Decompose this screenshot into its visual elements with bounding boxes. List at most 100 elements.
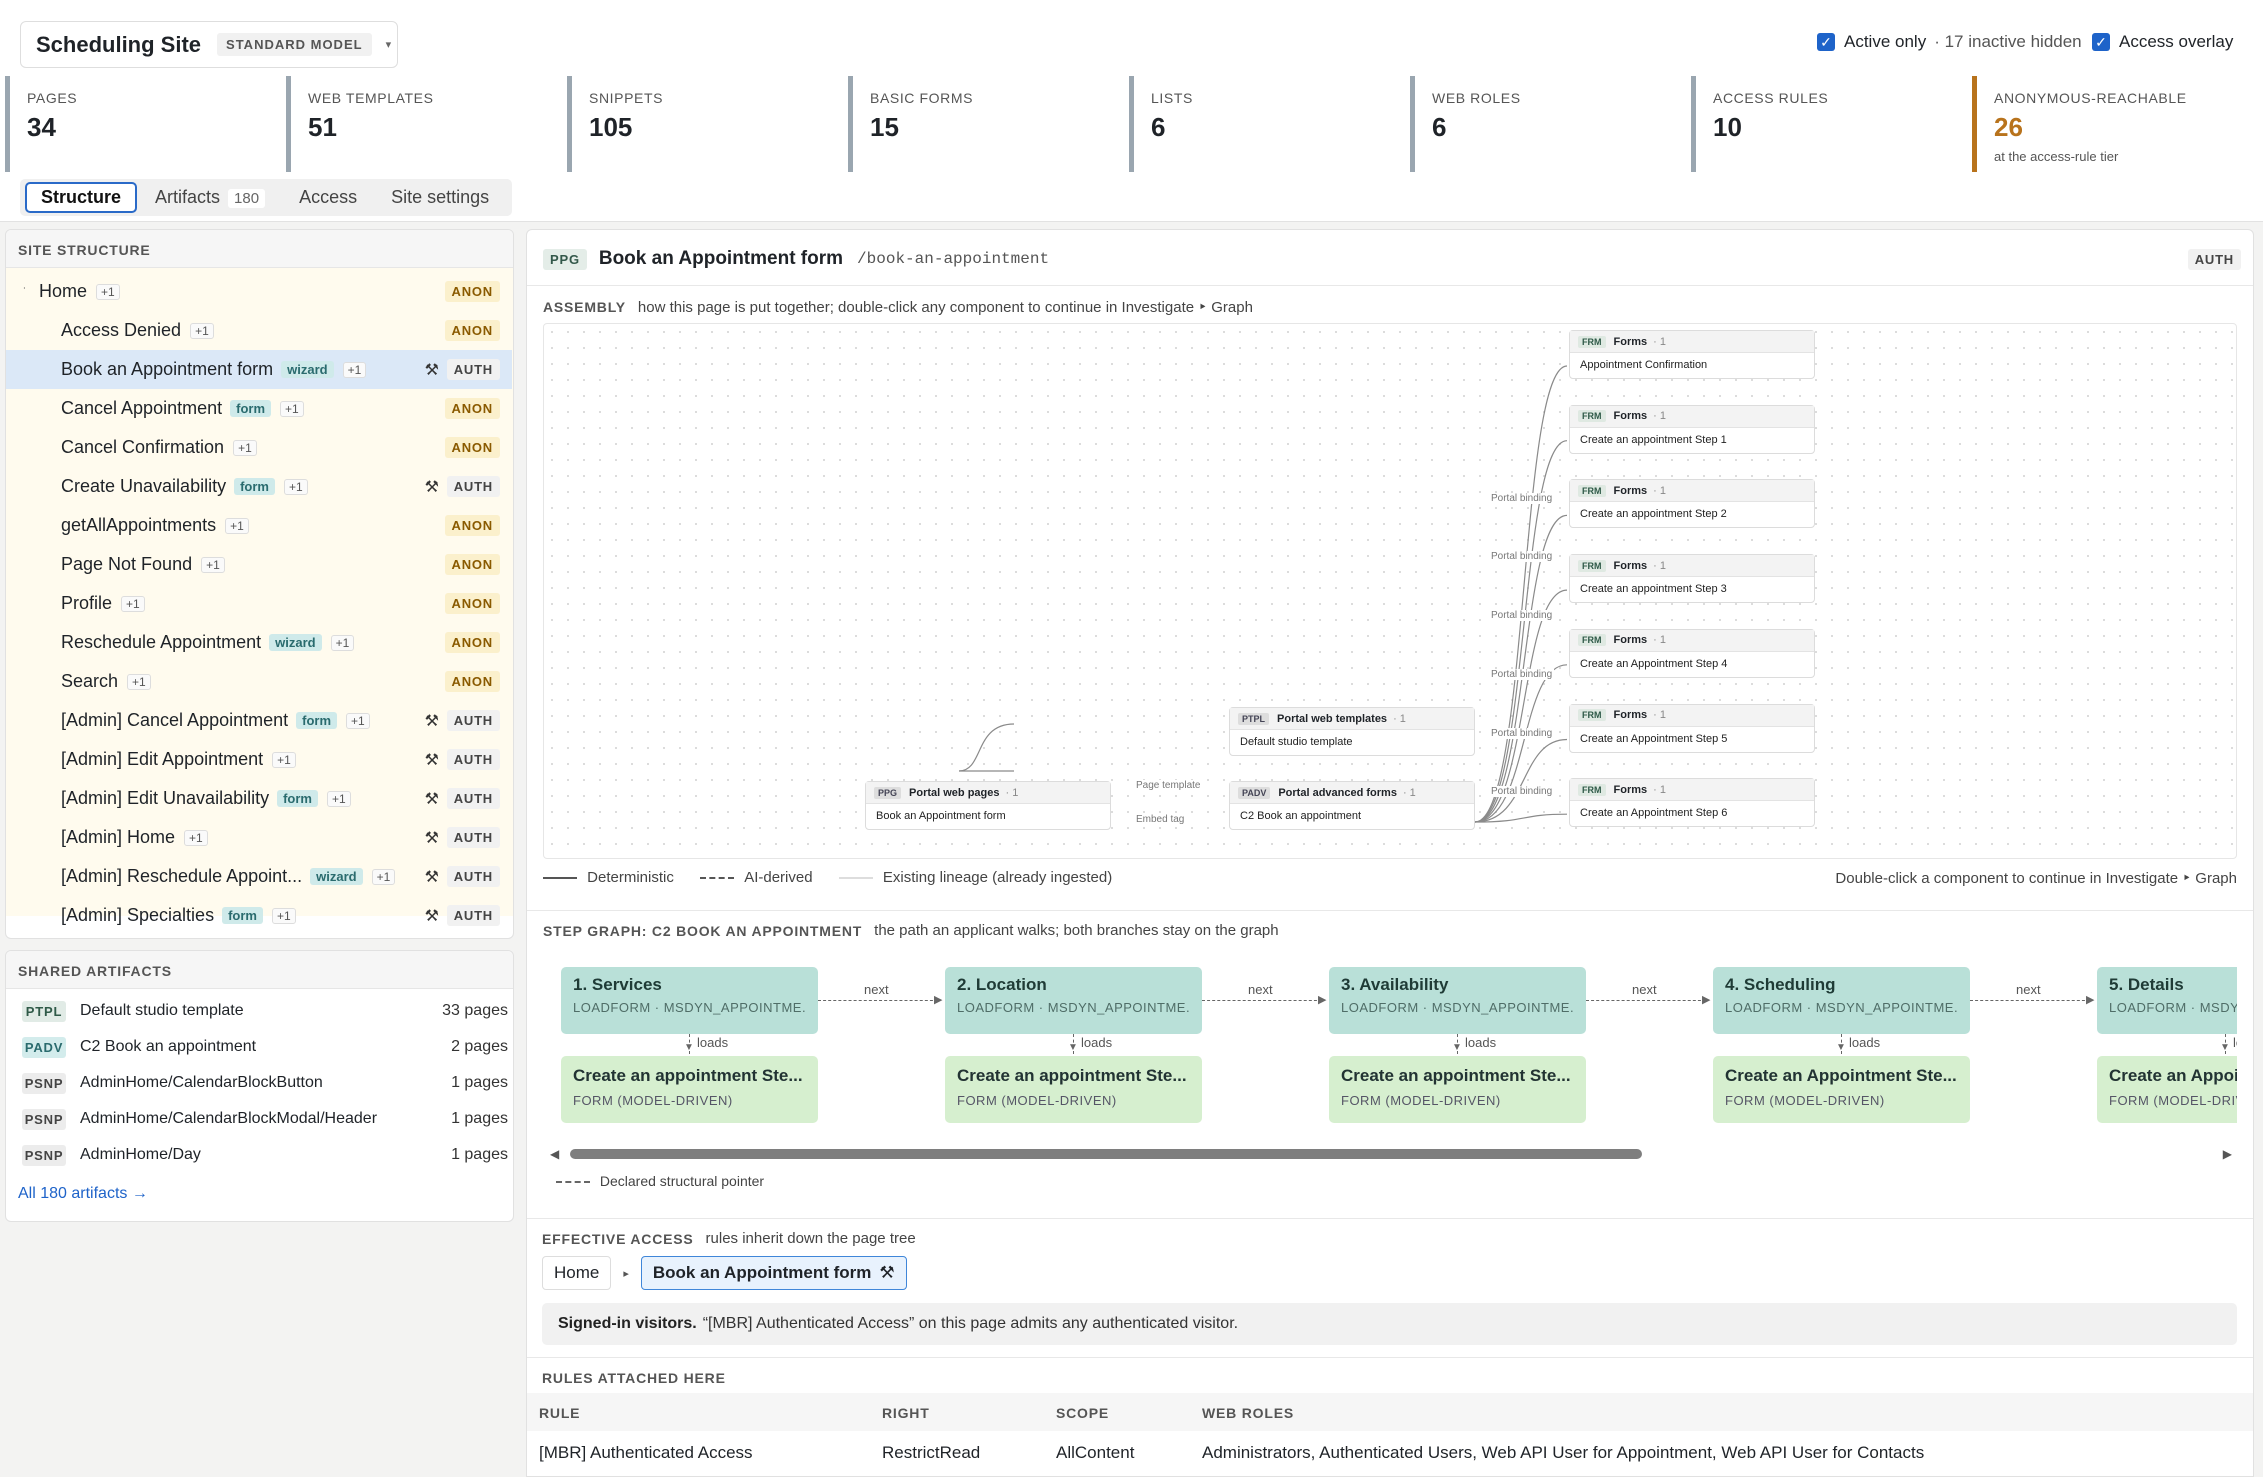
edge-label-portal-binding: Portal binding bbox=[1489, 668, 1555, 680]
graph-node-form[interactable]: FRM Forms · 1 Create an appointment Step 1 bbox=[1569, 404, 1815, 454]
assembly-graph-canvas[interactable]: PPG Portal web pages · 1 Book an Appointme… bbox=[543, 323, 2237, 859]
shared-artifacts-panel: SHARED ARTIFACTS PTPL Default studio temp… bbox=[5, 950, 514, 1222]
breadcrumb-current-page[interactable]: Book an Appointment form ⚒ bbox=[640, 1256, 907, 1290]
graph-node-page[interactable]: PPG Portal web pages · 1 Book an Appointme… bbox=[865, 781, 1111, 830]
rules-title: RULES ATTACHED HERE bbox=[542, 1370, 726, 1386]
tree-item[interactable]: [Admin] Reschedule Appoint... wizard +1 ⚒ AU… bbox=[6, 857, 512, 896]
rule-web-roles: Administrators, Authenticated Users, Web… bbox=[1202, 1443, 1925, 1462]
loads-connector bbox=[2225, 1034, 2226, 1054]
stat-web-roles[interactable]: WEB ROLES 6 bbox=[1410, 76, 1521, 172]
active-only-toggle[interactable]: ✓ Active only · 17 inactive hidden bbox=[1817, 32, 2082, 52]
node-name: Create an appointment Step 3 bbox=[1580, 583, 1727, 596]
arrow-down-icon: ▼ bbox=[1836, 1042, 1846, 1053]
scrollbar-thumb[interactable] bbox=[570, 1149, 1642, 1159]
tree-item[interactable]: Access Denied +1 ANON bbox=[6, 311, 512, 350]
chevron-down-icon[interactable]: ˙ bbox=[23, 284, 27, 299]
step-form-node[interactable]: Create an Appointment Ste... FORM (MODEL-… bbox=[1713, 1056, 1970, 1123]
stat-pages[interactable]: PAGES 34 bbox=[5, 76, 77, 172]
artifact-row[interactable]: PSNP AdminHome/Day 1 pages bbox=[22, 1137, 508, 1173]
checkbox-checked-icon[interactable]: ✓ bbox=[2092, 33, 2110, 51]
breadcrumb-home[interactable]: Home bbox=[542, 1256, 612, 1290]
stat-access-rules[interactable]: ACCESS RULES 10 bbox=[1691, 76, 1828, 172]
step-graph-legend: Declared structural pointer bbox=[556, 1173, 764, 1189]
tab-access[interactable]: Access bbox=[299, 187, 358, 207]
graph-node-web-template[interactable]: PTPL Portal web templates · 1 Default stud… bbox=[1229, 707, 1475, 756]
rule-scope: AllContent bbox=[1056, 1443, 1135, 1462]
artifact-row[interactable]: PSNP AdminHome/CalendarBlockModal/Header 1… bbox=[22, 1101, 508, 1137]
step-form-node[interactable]: Create an appointment Ste... FORM (MODEL-… bbox=[561, 1056, 818, 1123]
graph-edges bbox=[958, 365, 1568, 823]
tree-item[interactable]: Create Unavailability form +1 ⚒ AUTH bbox=[6, 467, 512, 506]
tree-item[interactable]: Page Not Found +1 ANON bbox=[6, 545, 512, 584]
access-badge: AUTH bbox=[446, 749, 500, 770]
site-structure-panel: SITE STRUCTURE ˙ Home +1 ANON Access Den… bbox=[5, 229, 514, 939]
scroll-left-icon[interactable]: ◀ bbox=[550, 1147, 560, 1161]
tree-item[interactable]: [Admin] Specialties form +1 ⚒ AUTH bbox=[6, 896, 512, 935]
step-graph-scrollbar[interactable]: ◀ ▶ bbox=[548, 1147, 2234, 1161]
stat-value: 6 bbox=[1151, 112, 1166, 142]
step-form-node[interactable]: Create an appointment Ste... FORM (MODEL-… bbox=[945, 1056, 1202, 1123]
tree-item-home[interactable]: ˙ Home +1 ANON bbox=[6, 272, 512, 311]
tree-item[interactable]: Search +1 ANON bbox=[6, 662, 512, 701]
graph-node-form[interactable]: FRM Forms · 1 Create an appointment Step 2 bbox=[1569, 479, 1815, 529]
graph-node-advanced-form[interactable]: PADV Portal advanced forms · 1 C2 Book an … bbox=[1229, 781, 1475, 830]
tree-item[interactable]: [Admin] Cancel Appointment form +1 ⚒ AUTH bbox=[6, 701, 512, 740]
tree-item[interactable]: [Admin] Edit Unavailability form +1 ⚒ AUTH bbox=[6, 779, 512, 818]
form-title: Create an appointment Ste... bbox=[1341, 1066, 1571, 1085]
stat-lists[interactable]: LISTS 6 bbox=[1129, 76, 1193, 172]
access-badge: ANON bbox=[444, 515, 500, 536]
graph-node-form[interactable]: FRM Forms · 1 Create an appointment Step 3 bbox=[1569, 554, 1815, 604]
all-artifacts-link[interactable]: All 180 artifacts → bbox=[18, 1185, 148, 1202]
artifact-row[interactable]: PSNP AdminHome/CalendarBlockButton 1 pages bbox=[22, 1065, 508, 1101]
tab-artifacts[interactable]: Artifacts 180 bbox=[139, 182, 281, 213]
graph-node-form[interactable]: FRM Forms · 1 Appointment Confirmation bbox=[1569, 330, 1815, 379]
step-title: 2. Location bbox=[957, 975, 1047, 994]
step-node[interactable]: 4. Scheduling LOADFORM · MSDYN_APPOINTME.… bbox=[1713, 967, 1970, 1034]
rule-name: [MBR] Authenticated Access bbox=[539, 1443, 753, 1462]
site-structure-title: SITE STRUCTURE bbox=[18, 242, 151, 258]
tree-item[interactable]: [Admin] Home +1 ⚒ AUTH bbox=[6, 818, 512, 857]
tree-item[interactable]: Cancel Appointment form +1 ANON bbox=[6, 389, 512, 428]
access-overlay-toggle[interactable]: ✓ Access overlay bbox=[2092, 32, 2233, 52]
stat-value: 34 bbox=[27, 112, 56, 142]
artifact-row[interactable]: PTPL Default studio template 33 pages bbox=[22, 993, 508, 1029]
stat-web-templates[interactable]: WEB TEMPLATES 51 bbox=[286, 76, 434, 172]
tree-item[interactable]: getAllAppointments +1 ANON bbox=[6, 506, 512, 545]
tree-item[interactable]: Reschedule Appointment wizard +1 ANON bbox=[6, 623, 512, 662]
graph-node-form[interactable]: FRM Forms · 1 Create an Appointment Step 5 bbox=[1569, 703, 1815, 753]
effective-access-heading: EFFECTIVE ACCESS rules inherit down the … bbox=[542, 1230, 916, 1247]
step-form-node[interactable]: Create an appointment Ste... FORM (MODEL-… bbox=[1329, 1056, 1586, 1123]
tree-item[interactable]: Profile +1 ANON bbox=[6, 584, 512, 623]
step-node[interactable]: 3. Availability LOADFORM · MSDYN_APPOINTM… bbox=[1329, 967, 1586, 1034]
checkbox-checked-icon[interactable]: ✓ bbox=[1817, 33, 1835, 51]
tab-structure[interactable]: Structure bbox=[25, 182, 138, 213]
variant-count: +1 bbox=[346, 712, 370, 729]
stat-basic-forms[interactable]: BASIC FORMS 15 bbox=[848, 76, 973, 172]
tree-item[interactable]: Cancel Confirmation +1 ANON bbox=[6, 428, 512, 467]
tree-item[interactable]: [Admin] Edit Appointment +1 ⚒ AUTH bbox=[6, 740, 512, 779]
next-connector bbox=[1202, 1000, 1322, 1001]
stat-anonymous-reachable[interactable]: ANONYMOUS-REACHABLE 26 at the access-rul… bbox=[1972, 76, 2187, 172]
artifact-name: AdminHome/CalendarBlockButton bbox=[80, 1074, 323, 1091]
assembly-heading: ASSEMBLY how this page is put together; … bbox=[543, 298, 1253, 316]
step-graph-viewport[interactable]: 1. Services LOADFORM · MSDYN_APPOINTME...… bbox=[540, 950, 2237, 1140]
step-node[interactable]: 2. Location LOADFORM · MSDYN_APPOINTME... bbox=[945, 967, 1202, 1034]
scroll-right-icon[interactable]: ▶ bbox=[2222, 1147, 2232, 1161]
stat-snippets[interactable]: SNIPPETS 105 bbox=[567, 76, 663, 172]
edge-portal-binding bbox=[1474, 589, 1568, 823]
graph-node-form[interactable]: FRM Forms · 1 Create an Appointment Step 4 bbox=[1569, 628, 1815, 678]
step-graph-heading: STEP GRAPH: C2 BOOK AN APPOINTMENT the p… bbox=[543, 922, 1279, 939]
artifact-row[interactable]: PADV C2 Book an appointment 2 pages bbox=[22, 1029, 508, 1065]
site-selector[interactable]: Scheduling Site STANDARD MODEL ▾ bbox=[20, 21, 398, 68]
tab-site-settings[interactable]: Site settings bbox=[391, 187, 490, 207]
chevron-down-icon[interactable]: ▾ bbox=[385, 39, 392, 51]
stat-value: 105 bbox=[589, 112, 633, 142]
variant-count: +1 bbox=[96, 283, 120, 300]
step-form-node[interactable]: Create an Appointment Ste... FORM (MODEL-… bbox=[2097, 1056, 2237, 1123]
node-kind: Forms bbox=[1613, 410, 1648, 423]
tree-item[interactable]: Book an Appointment form wizard +1 ⚒ AUTH bbox=[6, 350, 512, 389]
step-node[interactable]: 5. Details LOADFORM · MSDYN_APPOINTME... bbox=[2097, 967, 2237, 1034]
tree-item-label: Page Not Found bbox=[61, 554, 193, 574]
step-node[interactable]: 1. Services LOADFORM · MSDYN_APPOINTME... bbox=[561, 967, 818, 1034]
graph-node-form[interactable]: FRM Forms · 1 Create an Appointment Step 6 bbox=[1569, 778, 1815, 828]
